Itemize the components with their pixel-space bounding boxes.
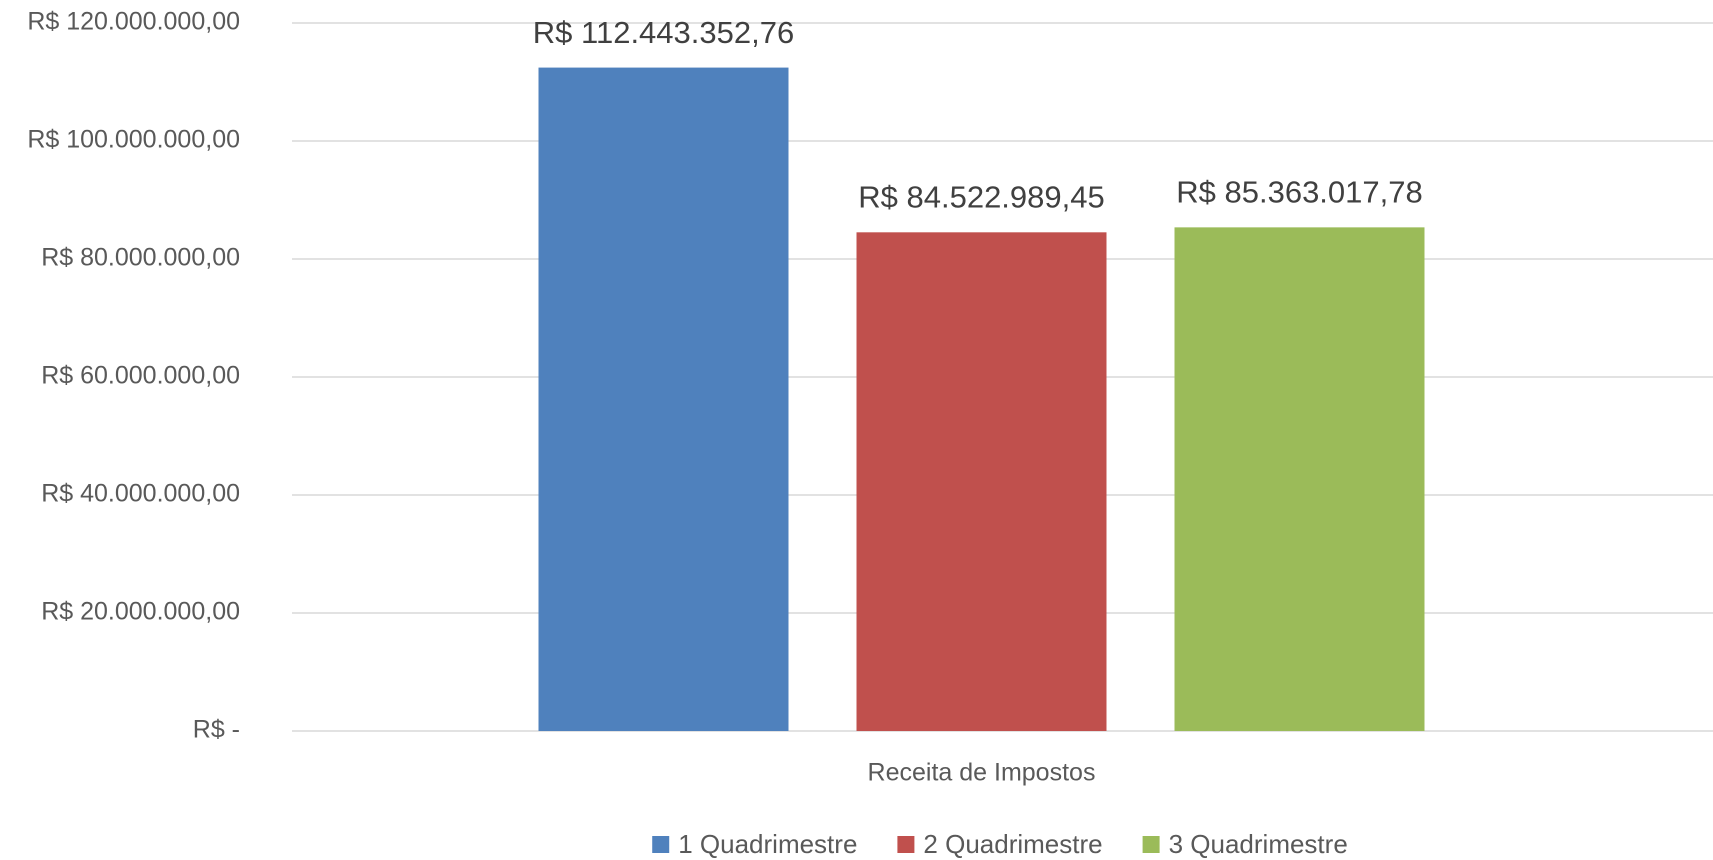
y-tick-label: R$ -	[193, 716, 240, 744]
data-label: R$ 85.363.017,78	[1176, 175, 1423, 210]
legend-swatch	[652, 836, 670, 853]
bar	[856, 232, 1107, 731]
legend-swatch	[1142, 836, 1160, 853]
data-label: R$ 112.443.352,76	[533, 15, 794, 50]
y-tick-label: R$ 80.000.000,00	[41, 244, 240, 272]
y-tick-label: R$ 100.000.000,00	[27, 126, 240, 154]
y-tick-label: R$ 40.000.000,00	[41, 480, 240, 508]
legend-label: 3 Quadrimestre	[1169, 829, 1348, 859]
legend-label: 1 Quadrimestre	[678, 829, 857, 859]
bar	[1174, 227, 1425, 731]
y-tick-label: R$ 20.000.000,00	[41, 598, 240, 626]
data-label: R$ 84.522.989,45	[858, 180, 1105, 215]
legend-swatch	[897, 836, 915, 853]
y-tick-label: R$ 60.000.000,00	[41, 362, 240, 390]
y-tick-label: R$ 120.000.000,00	[27, 8, 240, 36]
legend-label: 2 Quadrimestre	[923, 829, 1102, 859]
bar	[538, 67, 789, 731]
x-tick-label: Receita de Impostos	[868, 759, 1096, 787]
